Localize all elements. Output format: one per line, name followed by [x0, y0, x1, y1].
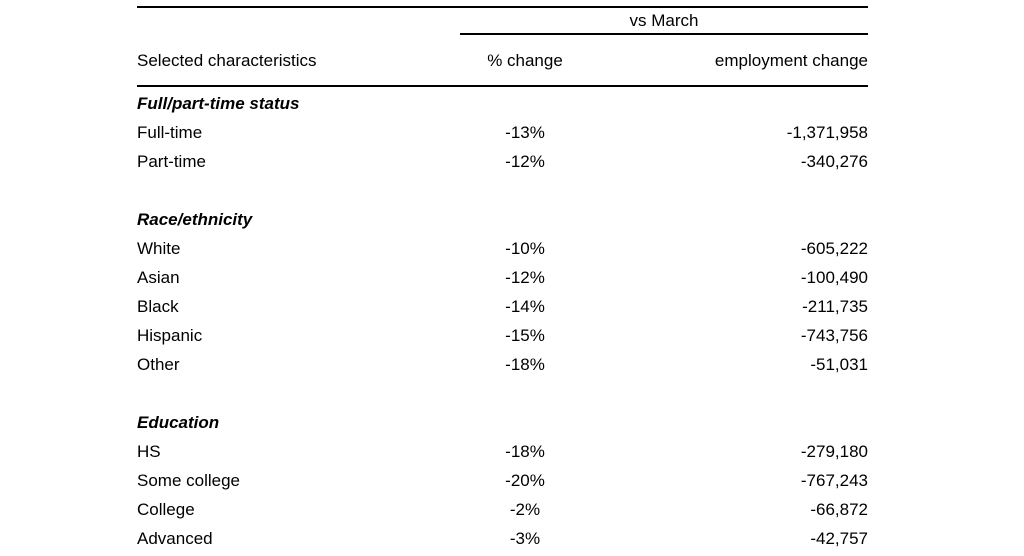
row-label: Hispanic	[137, 326, 203, 345]
table-row: White -10% -605,222	[137, 234, 868, 263]
employment-change-cell: -279,180	[800, 442, 868, 461]
employment-change-cell: -767,243	[800, 471, 868, 490]
row-label: Advanced	[137, 529, 213, 548]
table-row: Full-time -13% -1,371,958	[137, 118, 868, 147]
section-header-label: Full/part-time status	[137, 94, 300, 113]
pct-change-cell: -12%	[505, 152, 545, 171]
column-header-pct-change: % change	[487, 51, 563, 70]
pct-change-cell: -14%	[505, 297, 545, 316]
pct-change-cell: -15%	[505, 326, 545, 345]
table-row: Advanced -3% -42,757	[137, 524, 868, 553]
table-row: College -2% -66,872	[137, 495, 868, 524]
section-gap	[137, 176, 868, 205]
section-gap	[137, 379, 868, 408]
employment-change-cell: -743,756	[800, 326, 868, 345]
employment-change-cell: -100,490	[800, 268, 868, 287]
column-header-characteristics: Selected characteristics	[137, 51, 317, 70]
employment-change-cell: -605,222	[800, 239, 868, 258]
group-header-vs-march: vs March	[460, 8, 868, 35]
column-header-row: Selected characteristics % change employ…	[137, 35, 868, 87]
pct-change-cell: -18%	[505, 355, 545, 374]
group-header-spacer	[137, 8, 460, 35]
section-header-row: Education	[137, 408, 868, 437]
pct-change-cell: -2%	[509, 500, 541, 519]
table-row: Other -18% -51,031	[137, 350, 868, 379]
employment-change-cell: -1,371,958	[786, 123, 868, 142]
row-label: Some college	[137, 471, 241, 490]
pct-change-cell: -10%	[505, 239, 545, 258]
employment-change-cell: -340,276	[800, 152, 868, 171]
row-label: Part-time	[137, 152, 206, 171]
row-label: Asian	[137, 268, 180, 287]
table-row: Asian -12% -100,490	[137, 263, 868, 292]
table-row: HS -18% -279,180	[137, 437, 868, 466]
group-header-row: vs March	[137, 8, 868, 35]
pct-change-cell: -3%	[509, 529, 541, 548]
section-header-label: Education	[137, 413, 220, 432]
table-row: Hispanic -15% -743,756	[137, 321, 868, 350]
row-label: Other	[137, 355, 180, 374]
section-header-row: Full/part-time status	[137, 89, 868, 118]
table-row: Part-time -12% -340,276	[137, 147, 868, 176]
section-header-label: Race/ethnicity	[137, 210, 253, 229]
pct-change-cell: -13%	[505, 123, 545, 142]
table-row: Black -14% -211,735	[137, 292, 868, 321]
row-label: Black	[137, 297, 179, 316]
employment-change-cell: -51,031	[810, 355, 868, 374]
row-label: Full-time	[137, 123, 203, 142]
table-body: Full/part-time status Full-time -13% -1,…	[137, 87, 868, 553]
column-header-employment-change: employment change	[714, 51, 868, 70]
section-header-row: Race/ethnicity	[137, 205, 868, 234]
pct-change-cell: -20%	[505, 471, 545, 490]
row-label: College	[137, 500, 195, 519]
pct-change-cell: -18%	[505, 442, 545, 461]
row-label: HS	[137, 442, 161, 461]
employment-change-cell: -42,757	[810, 529, 868, 548]
employment-change-cell: -66,872	[810, 500, 868, 519]
table-row: Some college -20% -767,243	[137, 466, 868, 495]
employment-change-cell: -211,735	[802, 297, 868, 316]
row-label: White	[137, 239, 181, 258]
pct-change-cell: -12%	[505, 268, 545, 287]
employment-change-table: vs March Selected characteristics % chan…	[137, 6, 868, 553]
